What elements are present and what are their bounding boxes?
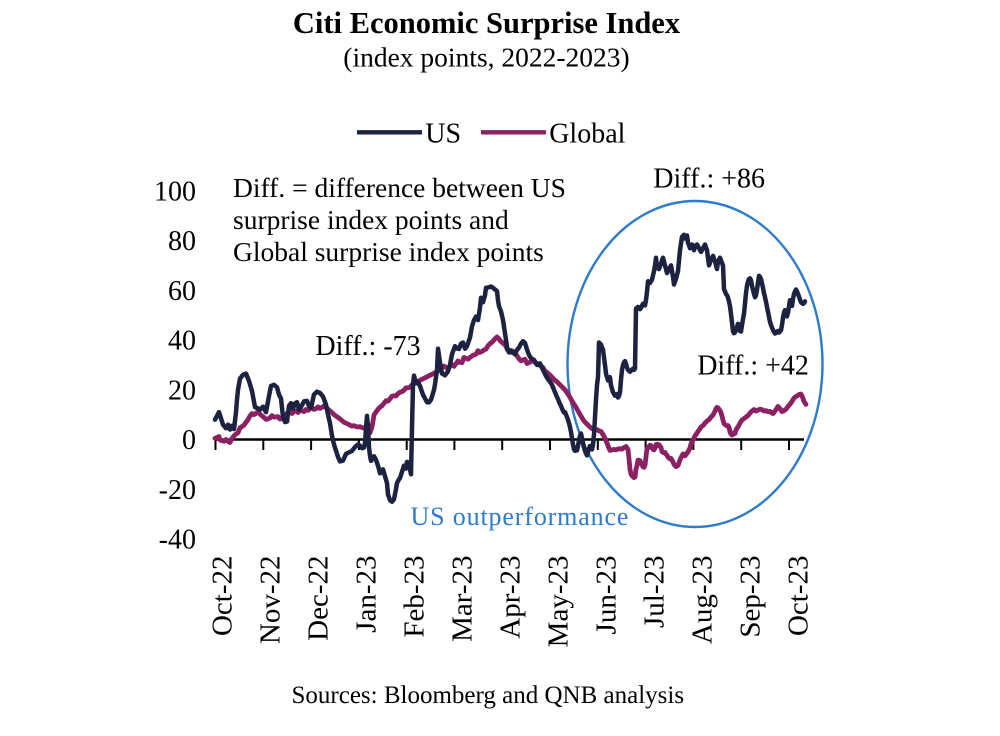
svg-text:Jan-23: Jan-23	[350, 556, 382, 633]
svg-text:US outperformance: US outperformance	[411, 502, 630, 531]
svg-text:Sources: Bloomberg and QNB ana: Sources: Bloomberg and QNB analysis	[292, 682, 685, 709]
svg-text:Nov-22: Nov-22	[254, 556, 286, 645]
svg-text:Oct-22: Oct-22	[206, 556, 238, 637]
svg-text:Diff.: -73: Diff.: -73	[315, 331, 420, 362]
svg-text:100: 100	[154, 176, 196, 207]
svg-text:Mar-23: Mar-23	[446, 556, 478, 642]
svg-text:Oct-23: Oct-23	[782, 556, 814, 637]
svg-text:Feb-23: Feb-23	[398, 556, 430, 638]
svg-text:Jun-23: Jun-23	[590, 556, 622, 635]
svg-text:80: 80	[168, 226, 196, 257]
svg-text:Citi Economic Surprise Index: Citi Economic Surprise Index	[293, 6, 681, 40]
svg-text:(index points, 2022-2023): (index points, 2022-2023)	[343, 42, 629, 73]
svg-text:Dec-22: Dec-22	[302, 556, 334, 641]
svg-text:Global surprise index points: Global surprise index points	[233, 236, 544, 267]
svg-text:US: US	[425, 118, 461, 149]
svg-text:Diff.: +86: Diff.: +86	[653, 164, 765, 195]
svg-text:60: 60	[168, 276, 196, 307]
svg-text:Apr-23: Apr-23	[494, 556, 526, 639]
svg-text:0: 0	[182, 425, 196, 456]
svg-text:Sep-23: Sep-23	[734, 556, 766, 638]
svg-text:-40: -40	[159, 525, 196, 556]
svg-text:20: 20	[168, 375, 196, 406]
svg-text:Diff. = difference between US: Diff. = difference between US	[233, 172, 566, 203]
svg-text:surprise index points and: surprise index points and	[233, 204, 509, 235]
svg-text:Diff.: +42: Diff.: +42	[697, 350, 809, 381]
svg-text:40: 40	[168, 326, 196, 357]
svg-text:May-23: May-23	[542, 556, 574, 648]
svg-text:-20: -20	[159, 475, 196, 506]
svg-text:Aug-23: Aug-23	[686, 556, 718, 645]
svg-text:Jul-23: Jul-23	[638, 556, 670, 629]
svg-text:Global: Global	[549, 118, 625, 149]
